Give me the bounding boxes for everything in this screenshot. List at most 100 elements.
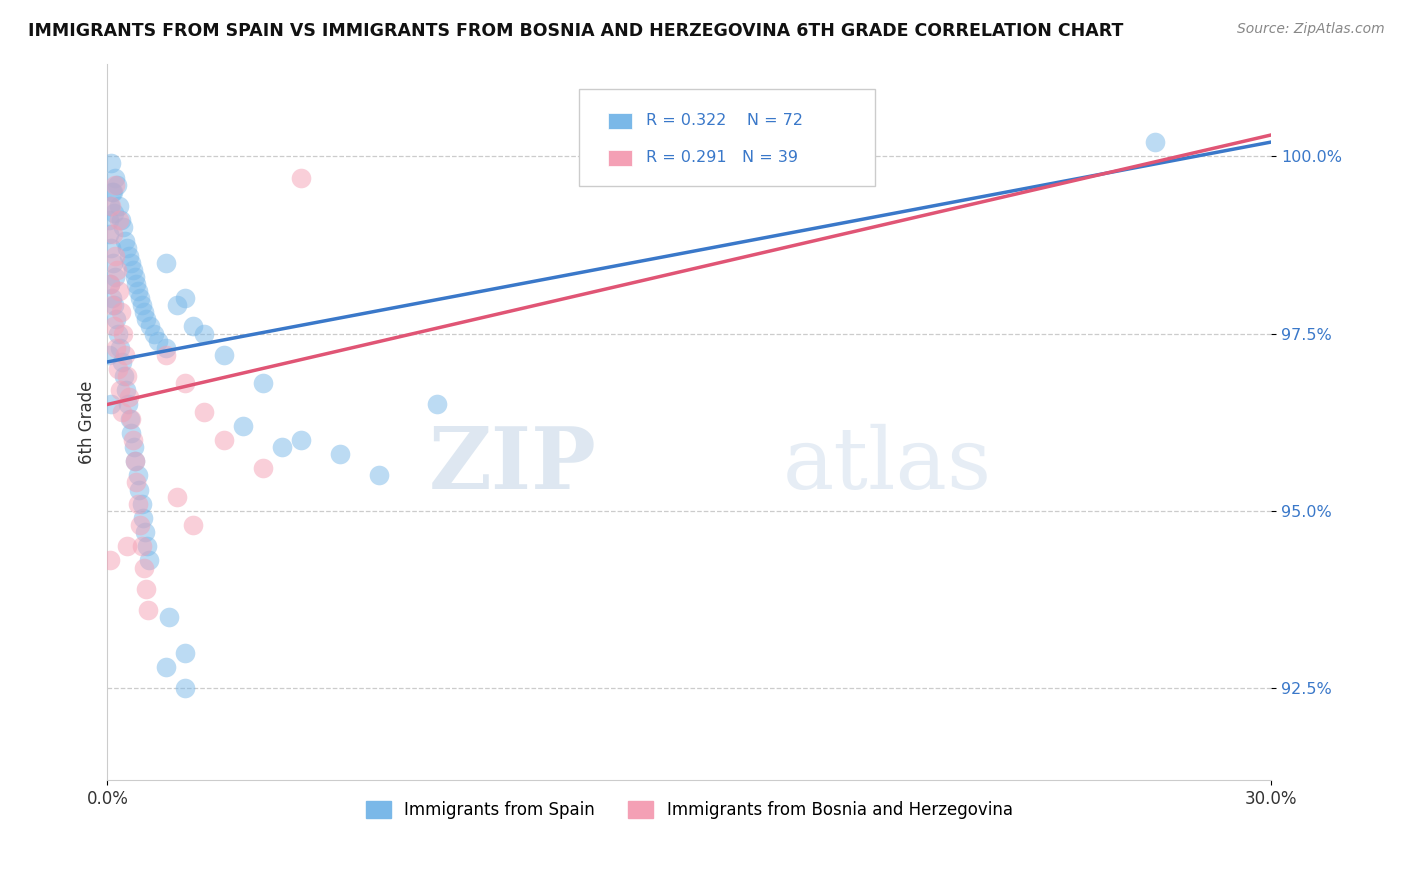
FancyBboxPatch shape [607,112,631,128]
Point [118,411,141,425]
Point [142,326,165,341]
Point [100,553,122,567]
Point [118,390,141,404]
Point [120,255,142,269]
Point [103,255,125,269]
Point [174,646,197,660]
Point [114,235,136,249]
Point [98,213,121,227]
Point [111,326,134,341]
Point [110,305,132,319]
Point [103,298,125,312]
Point [104,341,127,355]
Point [100,277,122,291]
Point [100,156,122,170]
Point [135,312,157,326]
Point [155,341,177,355]
Point [98,227,121,242]
Point [100,199,122,213]
Point [124,454,146,468]
Point [212,348,235,362]
Point [112,369,135,384]
Text: Source: ZipAtlas.com: Source: ZipAtlas.com [1237,22,1385,37]
Point [136,539,159,553]
Point [146,334,169,348]
Point [111,355,134,369]
Y-axis label: 6th Grade: 6th Grade [79,381,96,464]
Point [174,681,197,695]
Point [166,490,188,504]
Point [174,376,197,391]
Point [105,178,128,192]
Point [108,213,131,227]
Text: IMMIGRANTS FROM SPAIN VS IMMIGRANTS FROM BOSNIA AND HERZEGOVINA 6TH GRADE CORREL: IMMIGRANTS FROM SPAIN VS IMMIGRANTS FROM… [28,22,1123,40]
Point [103,227,125,242]
Point [98,348,121,362]
Point [1143,135,1166,149]
Point [127,497,149,511]
Point [108,384,131,398]
Point [329,447,352,461]
Point [101,291,124,305]
Point [125,277,148,291]
Point [108,199,131,213]
Point [100,199,122,213]
Point [166,298,188,312]
Text: R = 0.291   N = 39: R = 0.291 N = 39 [645,151,799,165]
Point [136,603,159,617]
Point [252,376,274,391]
Point [212,433,235,447]
Point [124,454,146,468]
Point [118,248,141,262]
Point [117,397,139,411]
Text: atlas: atlas [782,424,991,507]
Point [131,539,153,553]
Point [252,461,274,475]
Point [367,468,389,483]
Point [155,660,177,674]
Point [121,433,143,447]
Point [125,475,148,490]
Point [115,242,138,256]
Point [104,248,127,262]
Point [107,326,129,341]
Point [103,185,125,199]
Point [115,369,138,384]
Point [100,277,122,291]
Point [104,312,127,326]
Point [155,255,177,269]
Point [122,440,145,454]
Point [104,170,127,185]
Point [108,284,131,298]
Legend: Immigrants from Spain, Immigrants from Bosnia and Herzegovina: Immigrants from Spain, Immigrants from B… [359,794,1019,826]
Point [181,319,204,334]
Point [111,404,134,418]
Point [108,341,131,355]
Point [104,178,127,192]
Point [103,206,125,220]
Point [101,298,124,312]
Point [193,404,215,418]
Point [131,298,153,312]
Point [232,418,254,433]
Point [159,610,181,624]
Point [271,440,294,454]
Text: R = 0.322    N = 72: R = 0.322 N = 72 [645,113,803,128]
Point [134,305,156,319]
Point [174,291,197,305]
Point [120,425,142,440]
Point [290,433,312,447]
Point [134,525,156,540]
Point [132,511,155,525]
Point [290,170,312,185]
Point [129,291,152,305]
Point [181,518,204,533]
Point [426,397,449,411]
Text: ZIP: ZIP [429,423,596,508]
Point [114,348,136,362]
Point [101,185,124,199]
Point [131,497,153,511]
Point [105,262,128,277]
Point [134,560,156,574]
Point [128,483,150,497]
